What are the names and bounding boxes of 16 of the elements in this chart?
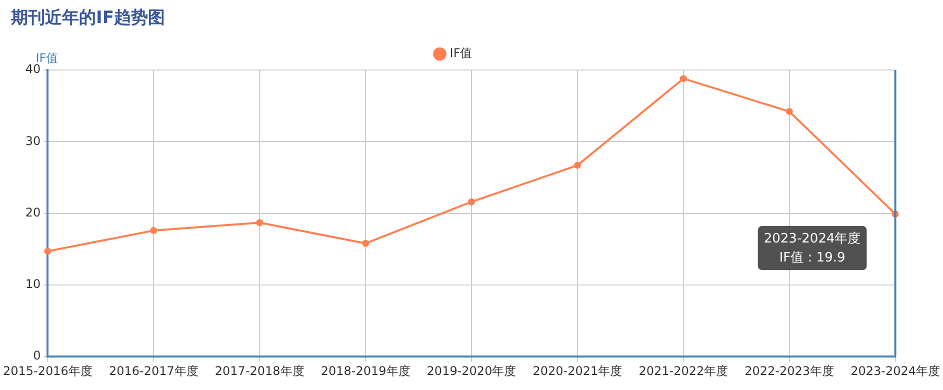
y-tick-label: 20 bbox=[25, 205, 41, 220]
y-tick-label: 0 bbox=[33, 348, 41, 363]
x-tick-label: 2021-2022年度 bbox=[638, 364, 728, 378]
y-tick-label: 30 bbox=[25, 134, 41, 148]
x-tick-label: 2020-2021年度 bbox=[532, 364, 622, 378]
y-tick-label: 10 bbox=[25, 277, 41, 292]
x-tick-label: 2017-2018年度 bbox=[214, 364, 304, 378]
annotation: 2023-2024年度 IF值 : 19.9 bbox=[764, 230, 861, 266]
x-tick-label: 2015-2016年度 bbox=[2, 364, 92, 378]
x-tick-label: 2018-2019年度 bbox=[320, 364, 410, 378]
x-tick-label: 2019-2020年度 bbox=[426, 364, 516, 378]
x-tick-label: 2023-2024年度 bbox=[850, 364, 940, 378]
x-tick-label: 2016-2017年度 bbox=[108, 364, 198, 378]
x-tick-label: 2022-2023年度 bbox=[744, 364, 834, 378]
chart-title: 期刊近年的IF趋势图 bbox=[11, 7, 165, 29]
legend-label: IF值 bbox=[450, 46, 472, 60]
